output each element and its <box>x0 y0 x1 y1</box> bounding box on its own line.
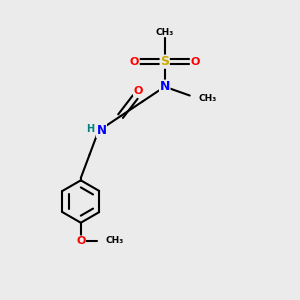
Text: O: O <box>134 86 143 96</box>
Text: CH₃: CH₃ <box>156 28 174 37</box>
Text: O: O <box>76 236 86 246</box>
Text: CH₃: CH₃ <box>199 94 217 103</box>
Text: N: N <box>160 80 170 93</box>
Text: H: H <box>86 124 94 134</box>
Text: N: N <box>96 124 106 137</box>
Text: O: O <box>190 57 200 67</box>
Text: S: S <box>160 55 169 68</box>
Text: O: O <box>130 57 139 67</box>
Text: CH₃: CH₃ <box>106 236 124 245</box>
